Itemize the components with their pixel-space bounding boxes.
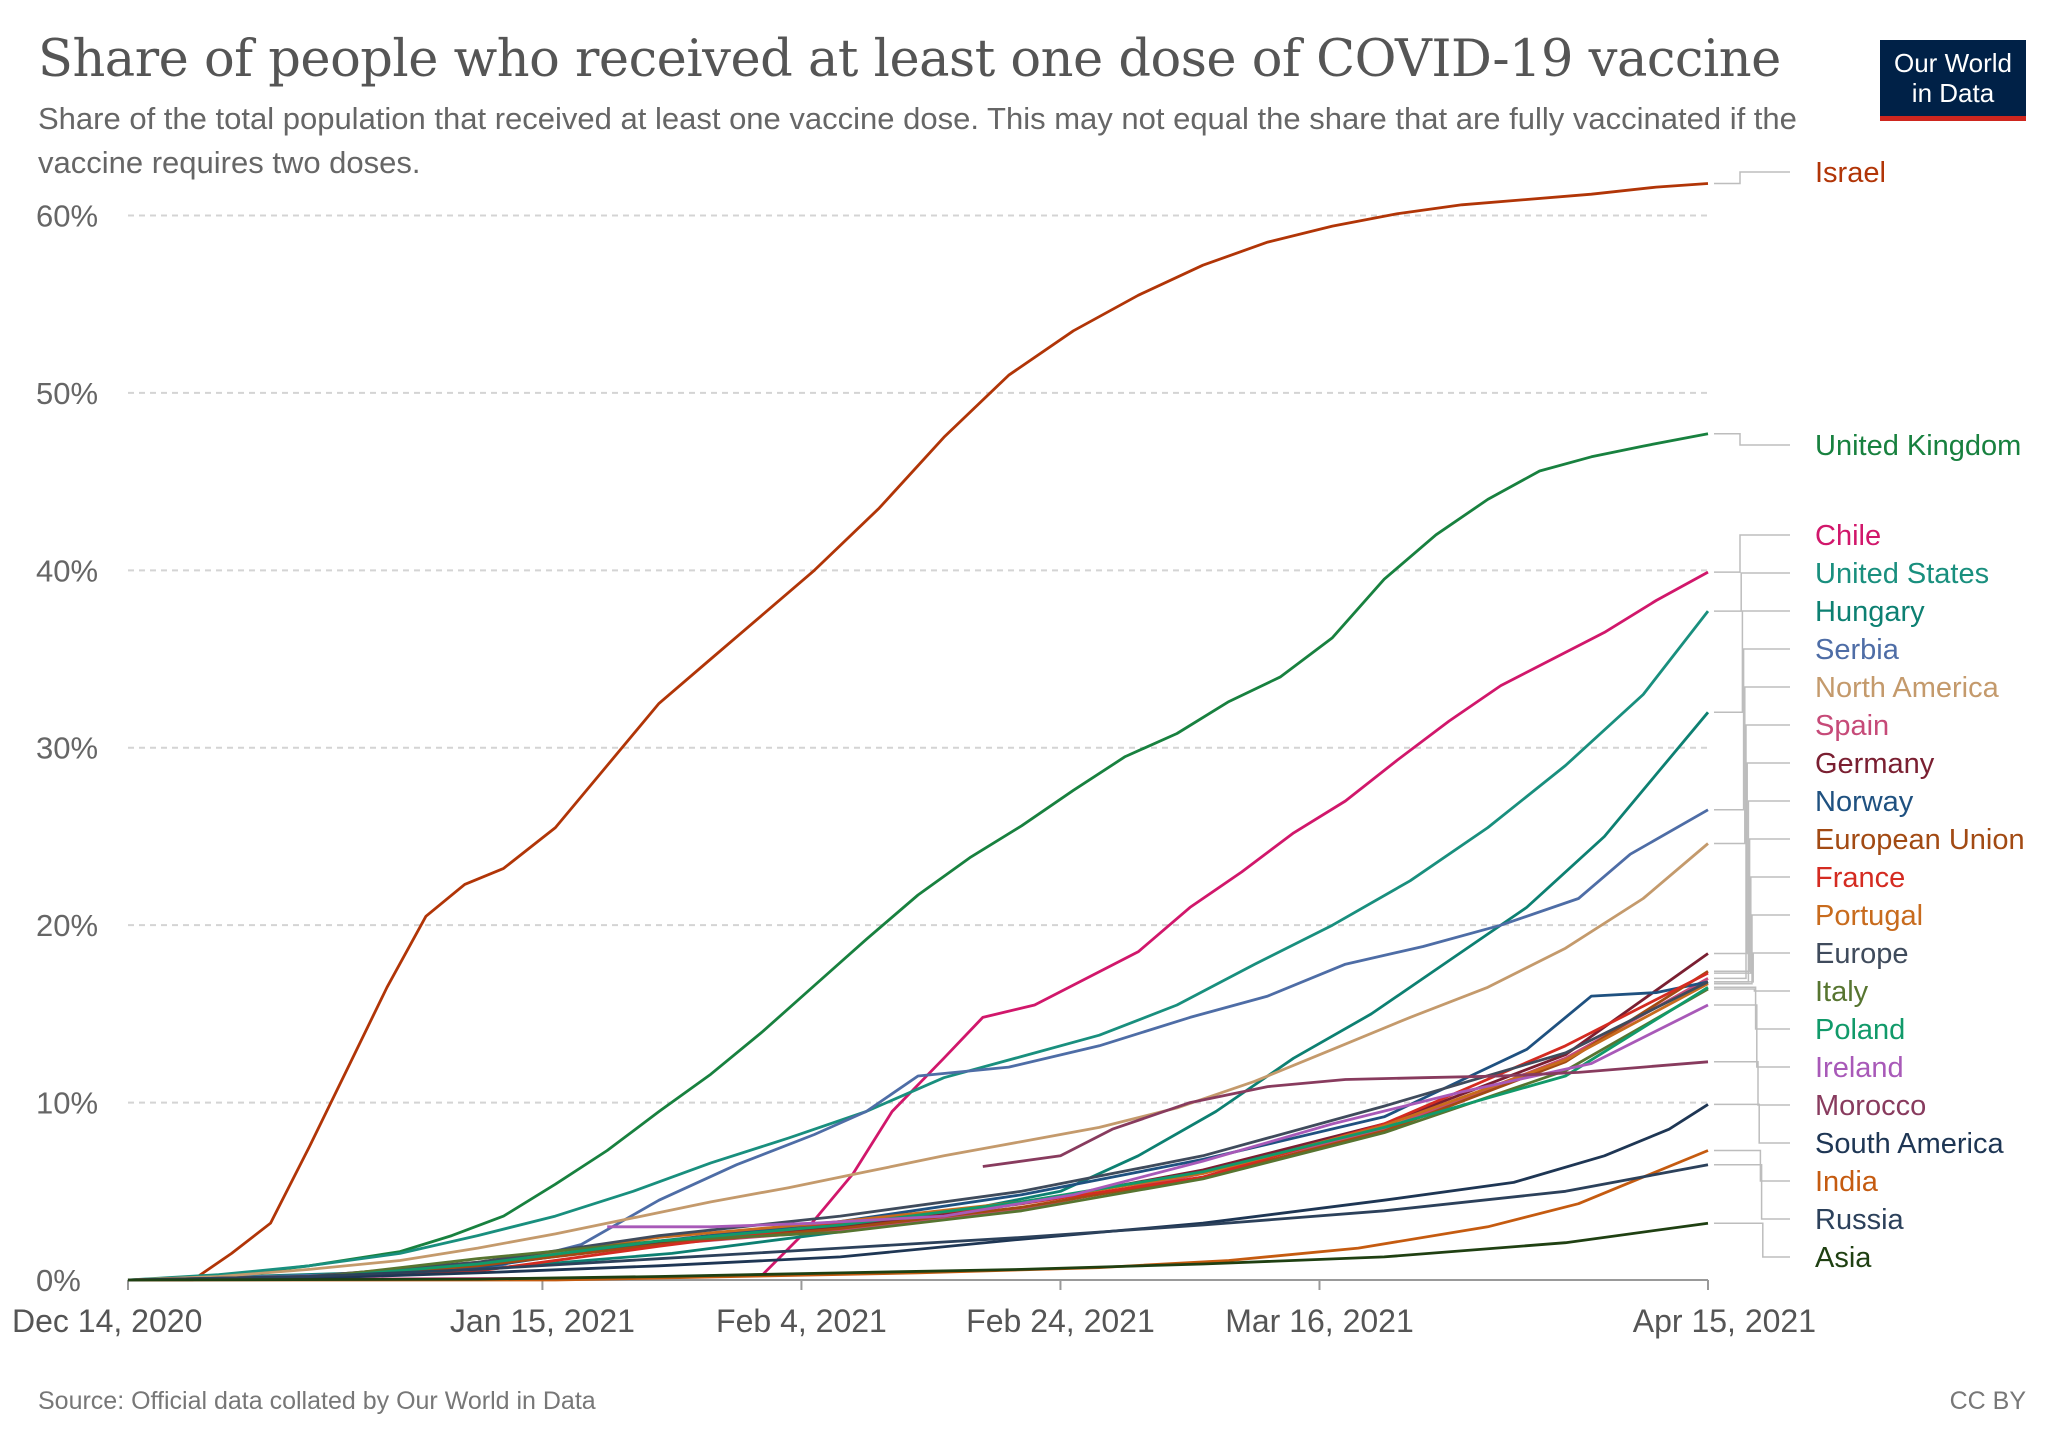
legend-connector [1714, 171, 1790, 185]
y-tick-label: 30% [36, 731, 98, 766]
legend-label: Russia [1815, 1204, 1905, 1236]
y-tick-label: 60% [36, 198, 98, 233]
series-line [127, 842, 1709, 1282]
logo-line-1: Our World [1894, 48, 2012, 78]
source-note: Source: Official data collated by Our Wo… [38, 1387, 596, 1415]
legend-label: European Union [1815, 824, 2025, 856]
x-axis: Dec 14, 2020 Jan 15, 2021 Feb 4, 2021 Feb 2… [12, 1279, 1816, 1339]
legend-connector [1714, 724, 1790, 980]
legend-label: Europe [1815, 938, 1909, 970]
series-line [128, 182, 1709, 1282]
series-line [127, 1221, 1709, 1282]
y-tick-label: 50% [36, 376, 98, 411]
series-line [127, 1103, 1709, 1282]
legend-label: Germany [1815, 748, 1935, 780]
series-line [127, 971, 1709, 1282]
series-line [127, 970, 1709, 1282]
series-line [127, 610, 1710, 1282]
series-line [127, 1163, 1709, 1282]
series-lines [127, 182, 1710, 1282]
y-tick-label: 0% [36, 1263, 81, 1298]
legend-connector [1714, 432, 1790, 446]
legend-connector [1714, 1163, 1790, 1220]
series-line [607, 1003, 1709, 1229]
series-line [127, 808, 1709, 1282]
grid-lines [128, 214, 1708, 1104]
legend-label: Serbia [1815, 634, 1900, 666]
license-link[interactable]: CC BY [1949, 1387, 2026, 1415]
legend-connector [1714, 952, 1790, 983]
legend-label: Ireland [1815, 1052, 1904, 1084]
line-chart: 0% 10% 20% 30% 40% 50% 60% Dec 14, 2020 Jan 15,… [12, 157, 2025, 1339]
series-line [127, 980, 1709, 1282]
legend-connector [1714, 648, 1790, 811]
chart-title: Share of people who received at least on… [38, 30, 1781, 89]
owid-logo[interactable]: Our World in Data [1880, 40, 2026, 121]
chart-subtitle: Share of the total population that recei… [38, 101, 1797, 180]
y-tick-label: 40% [36, 553, 98, 588]
legend-label: South America [1815, 1128, 2004, 1160]
legend-connector [1714, 986, 1790, 1030]
legend-label: Poland [1815, 1014, 1905, 1046]
legend-label: Hungary [1815, 596, 1925, 628]
legend-connector [1714, 838, 1790, 973]
legend-connector [1714, 876, 1790, 974]
x-tick-label: Jan 15, 2021 [450, 1303, 635, 1339]
series-line [127, 432, 1709, 1282]
series-line [982, 1060, 1709, 1168]
series-line [128, 1149, 1709, 1282]
legend-label: Spain [1815, 710, 1889, 742]
legend-connector [1714, 1061, 1790, 1106]
legend-label: Asia [1815, 1242, 1872, 1274]
y-axis: 0% 10% 20% 30% 40% 50% 60% [36, 198, 98, 1298]
legend-connector [1714, 1103, 1790, 1144]
legend-label: Morocco [1815, 1090, 1926, 1122]
legend-connector [1714, 534, 1790, 573]
legend-label: Norway [1815, 786, 1914, 818]
legend-label: India [1815, 1166, 1879, 1198]
x-tick-label: Apr 15, 2021 [1633, 1303, 1816, 1339]
legend-connector [1714, 988, 1790, 992]
legend-label: Portugal [1815, 900, 1923, 932]
x-tick-label: Feb 24, 2021 [966, 1303, 1155, 1339]
y-tick-label: 10% [36, 1086, 98, 1121]
x-tick-label: Mar 16, 2021 [1225, 1303, 1414, 1339]
x-tick-label: Feb 4, 2021 [716, 1303, 887, 1339]
legend-connector [1714, 572, 1790, 612]
legend-label: United States [1815, 558, 1989, 590]
legend: Israel United Kingdom Chile United States Hu… [1714, 157, 2025, 1274]
legend-label: Chile [1815, 520, 1881, 552]
series-line [127, 570, 1709, 1282]
series-line [127, 982, 1709, 1282]
series-line [127, 952, 1709, 1282]
series-line [127, 977, 1709, 1282]
x-tick-label: Dec 14, 2020 [12, 1303, 202, 1339]
series-line [127, 980, 1709, 1282]
y-tick-label: 20% [36, 908, 98, 943]
legend-label: France [1815, 862, 1905, 894]
legend-label: United Kingdom [1815, 430, 2021, 462]
legend-label: Italy [1815, 976, 1869, 1008]
legend-label: North America [1815, 672, 2000, 704]
legend-label: Israel [1815, 157, 1886, 189]
series-line [127, 986, 1709, 1282]
legend-connector [1714, 610, 1790, 714]
legend-connector [1714, 914, 1790, 985]
legend-connector [1714, 1004, 1790, 1068]
legend-connector [1714, 1149, 1790, 1182]
legend-connector [1714, 1222, 1790, 1258]
legend-connector [1714, 686, 1790, 845]
series-line [127, 711, 1710, 1282]
logo-line-2: in Data [1911, 78, 1995, 108]
legend-connector [1714, 762, 1790, 955]
